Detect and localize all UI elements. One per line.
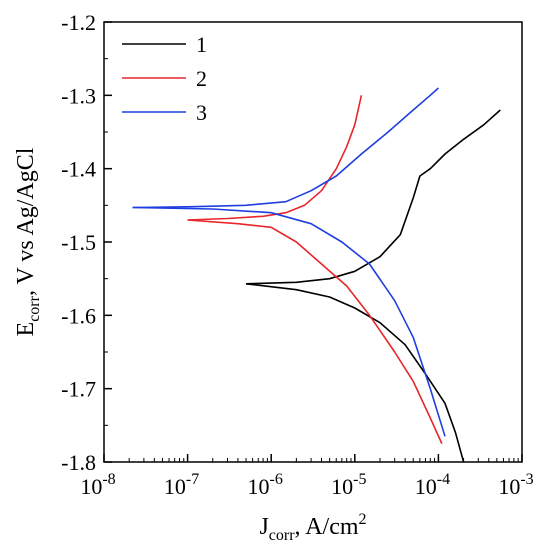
series-2-cathodic-line xyxy=(187,219,443,445)
x-tick-label: 10-7 xyxy=(164,471,199,499)
y-tick-label: -1.4 xyxy=(61,157,96,182)
x-tick-label: 10-8 xyxy=(80,471,115,499)
x-tick-labels: 10-8 10-7 10-6 10-5 10-4 10-3 xyxy=(80,471,533,499)
x-tick-label: 10-5 xyxy=(331,471,366,499)
legend: 1 2 3 xyxy=(122,32,207,125)
y-tick-label: -1.8 xyxy=(61,450,96,475)
y-axis-title: Ecorr, V vs Ag/AgCl xyxy=(13,147,43,336)
series-3-anodic-line xyxy=(132,87,439,209)
y-tick-label: -1.5 xyxy=(61,230,96,255)
y-tick-label: -1.2 xyxy=(61,10,96,35)
y-tick-label: -1.7 xyxy=(61,377,96,402)
x-tick-label: 10-4 xyxy=(415,471,450,499)
series-1-anodic-line xyxy=(245,109,501,285)
series-1-cathodic-line xyxy=(245,283,465,463)
y-tick-label: -1.6 xyxy=(61,303,96,328)
y-tick-labels: -1.2 -1.3 -1.4 -1.5 -1.6 -1.7 -1.8 xyxy=(61,10,96,475)
x-tick-label: 10-6 xyxy=(248,471,283,499)
legend-label-3: 3 xyxy=(196,100,207,125)
legend-label-1: 1 xyxy=(196,32,207,57)
x-tick-label: 10-3 xyxy=(498,471,533,499)
series-3-cathodic-line xyxy=(132,206,446,437)
legend-label-2: 2 xyxy=(196,66,207,91)
series-lines xyxy=(132,87,501,463)
y-tick-label: -1.3 xyxy=(61,83,96,108)
axis-ticks xyxy=(103,21,523,463)
series-2-anodic-line xyxy=(187,95,363,221)
plot-frame xyxy=(103,21,523,463)
x-axis-title: Jcorr, A/cm2 xyxy=(259,511,366,544)
